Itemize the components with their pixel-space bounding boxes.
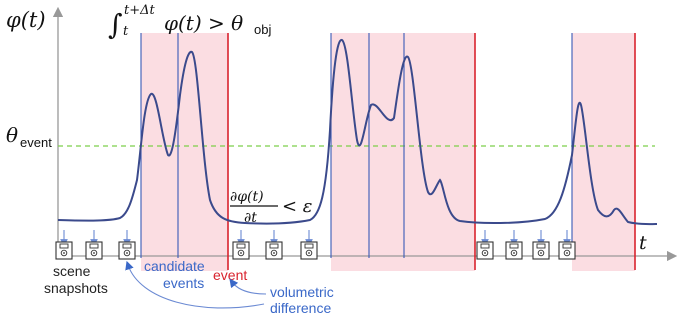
volumetric-arrow-long: [125, 260, 265, 309]
candidate-events-label: candidate events: [144, 258, 205, 291]
svg-text:φ(t) > θ: φ(t) > θ: [164, 11, 243, 35]
camera-snapshot-icon: [505, 241, 523, 260]
event-label: event: [213, 267, 247, 283]
svg-text:∂φ(t): ∂φ(t): [230, 189, 264, 205]
svg-text:snapshots: snapshots: [44, 280, 108, 296]
integral-condition: ∫ t+Δt t φ(t) > θ obj: [108, 3, 271, 41]
camera-snapshot-icon: [265, 241, 283, 260]
x-axis-label: t: [639, 232, 647, 254]
volumetric-difference-label: volumetric difference: [270, 284, 334, 316]
svg-text:events: events: [163, 275, 204, 291]
svg-text:scene: scene: [53, 263, 91, 279]
derivative-condition: ∂φ(t) ∂t < ε: [230, 189, 312, 226]
signal-curve: [57, 38, 658, 226]
y-axis-label: φ(t): [6, 8, 46, 32]
snapshot-arrows: [60, 230, 571, 247]
camera-snapshot-icon: [85, 241, 103, 260]
event-region-2: [331, 33, 475, 271]
scene-snapshots-label: scene snapshots: [44, 263, 108, 296]
svg-text:event: event: [20, 135, 52, 150]
svg-text:candidate: candidate: [144, 258, 205, 274]
camera-snapshot-icon: [55, 241, 73, 260]
svg-text:∫: ∫: [108, 8, 123, 41]
camera-snapshot-icon: [118, 241, 136, 260]
camera-snapshot-icon: [476, 241, 494, 260]
svg-text:t: t: [123, 24, 129, 39]
svg-text:t+Δt: t+Δt: [124, 3, 156, 18]
snapshot-icons: [55, 241, 576, 260]
svg-text:difference: difference: [270, 300, 331, 316]
svg-text:∂t: ∂t: [244, 210, 257, 226]
svg-text:volumetric: volumetric: [270, 284, 334, 300]
svg-text:< ε: < ε: [282, 196, 312, 217]
svg-text:obj: obj: [254, 22, 271, 37]
event-lines: [227, 33, 636, 270]
camera-snapshot-icon: [232, 241, 250, 260]
svg-text:θ: θ: [6, 123, 18, 147]
volumetric-arrow-short: [229, 278, 267, 295]
camera-snapshot-icon: [558, 241, 576, 260]
threshold-label: θ event: [6, 123, 52, 150]
camera-snapshot-icon: [532, 241, 550, 260]
event-region-3: [572, 33, 635, 271]
camera-snapshot-icon: [300, 241, 318, 260]
